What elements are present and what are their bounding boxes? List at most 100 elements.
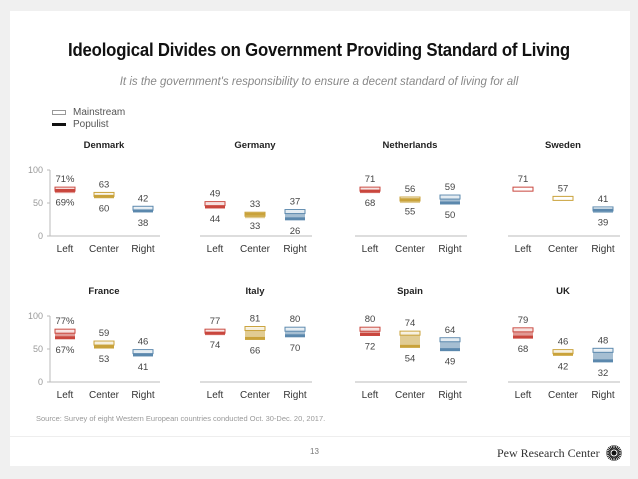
data-label-top: 37 [290,197,301,208]
data-label-top: 46 [558,337,569,348]
x-tick-label: Right [131,244,155,255]
y-tick-label: 0 [38,377,43,387]
x-tick-label: Center [89,390,120,401]
x-tick-label: Center [395,390,426,401]
x-tick-label: Center [548,390,579,401]
populist-mark [513,335,533,339]
x-tick-label: Left [207,244,224,255]
data-label-bottom: 38 [138,218,149,229]
data-label-top: 80 [290,314,301,325]
range-bar [400,332,420,348]
data-label-top: 81 [250,314,261,325]
x-tick-label: Center [240,244,271,255]
data-label-top: 59 [445,182,456,193]
populist-mark [285,334,305,338]
x-tick-label: Right [438,244,462,255]
x-tick-label: Left [515,390,532,401]
populist-mark [245,212,265,216]
y-tick-label: 50 [33,198,43,208]
data-label-bottom: 49 [445,357,456,368]
mainstream-swatch [52,109,66,115]
x-tick-label: Center [89,244,120,255]
chart-title: Germany [234,140,276,151]
data-label-bottom: 42 [558,361,569,372]
data-label-bottom: 72 [365,341,376,352]
x-tick-label: Left [515,244,532,255]
mainstream-mark [54,328,76,334]
data-label-bottom: 39 [598,217,609,228]
range-bar [285,328,305,337]
data-label-bottom: 69% [55,197,75,208]
pew-sunburst-icon [605,445,622,461]
chart-title: UK [556,286,570,297]
x-tick-label: Center [395,244,426,255]
data-label-top: 33 [250,199,261,210]
mainstream-mark [439,337,461,343]
x-tick-label: Left [362,390,379,401]
data-label-top: 80 [365,314,376,325]
footer-divider [10,436,630,437]
data-label-bottom: 55 [405,207,416,218]
source-note: Source: Survey of eight Western European… [36,414,326,423]
chart-title: Denmark [84,140,125,151]
data-label-bottom: 60 [99,203,110,214]
populist-mark [205,205,225,209]
data-label-top: 42 [138,193,149,204]
x-tick-label: Right [591,244,615,255]
data-label-bottom: 70 [290,343,301,354]
y-tick-label: 100 [28,311,43,321]
data-label-bottom: 66 [250,345,261,356]
mainstream-mark [359,326,381,332]
data-label-bottom: 54 [405,353,416,364]
x-tick-label: Left [57,244,74,255]
chart-title: France [88,286,119,297]
mainstream-mark [93,340,115,346]
x-tick-label: Right [283,390,307,401]
populist-mark [360,332,380,336]
brand-logo: Pew Research Center [497,444,623,462]
mainstream-mark [399,330,421,336]
data-label-top: 59 [99,328,110,339]
data-label-top: 63 [99,179,110,190]
range-bar [285,210,305,220]
data-label-top: 57 [558,183,569,194]
data-label-bottom: 32 [598,368,609,379]
populist-mark [55,188,75,192]
data-label-top: 41 [598,194,609,205]
data-label-bottom: 53 [99,354,110,365]
x-tick-label: Right [131,390,155,401]
range-bar [440,196,460,204]
x-tick-label: Center [240,390,271,401]
populist-mark [245,336,265,340]
subtitle: It is the government's responsibility to… [119,76,519,88]
legend-item-populist: Populist [52,118,125,130]
x-tick-label: Left [207,390,224,401]
page-title: Ideological Divides on Government Provid… [68,40,570,60]
data-label-top: 48 [598,335,609,346]
data-label-bottom: 68 [365,198,376,209]
populist-mark [133,353,153,357]
range-bar [245,327,265,340]
mainstream-mark [439,194,461,200]
populist-mark [553,352,573,356]
y-tick-label: 50 [33,344,43,354]
range-bar [360,328,380,336]
data-label-bottom: 74 [210,340,221,351]
mainstream-mark [284,326,306,332]
legend-item-mainstream: Mainstream [52,106,125,118]
chart-title: Sweden [545,140,581,151]
x-tick-label: Center [548,244,579,255]
populist-swatch [52,122,66,126]
populist-mark [400,198,420,202]
chart-title: Spain [397,286,423,297]
y-tick-label: 100 [28,165,43,175]
legend: Mainstream Populist [52,106,125,130]
mainstream-mark [204,201,226,207]
populist-mark [285,217,305,221]
data-label-top: 46 [138,337,149,348]
page-number: 13 [310,447,319,456]
legend-label: Populist [73,118,109,130]
data-label-bottom: 67% [55,345,75,356]
data-label-top: 77% [55,316,75,327]
